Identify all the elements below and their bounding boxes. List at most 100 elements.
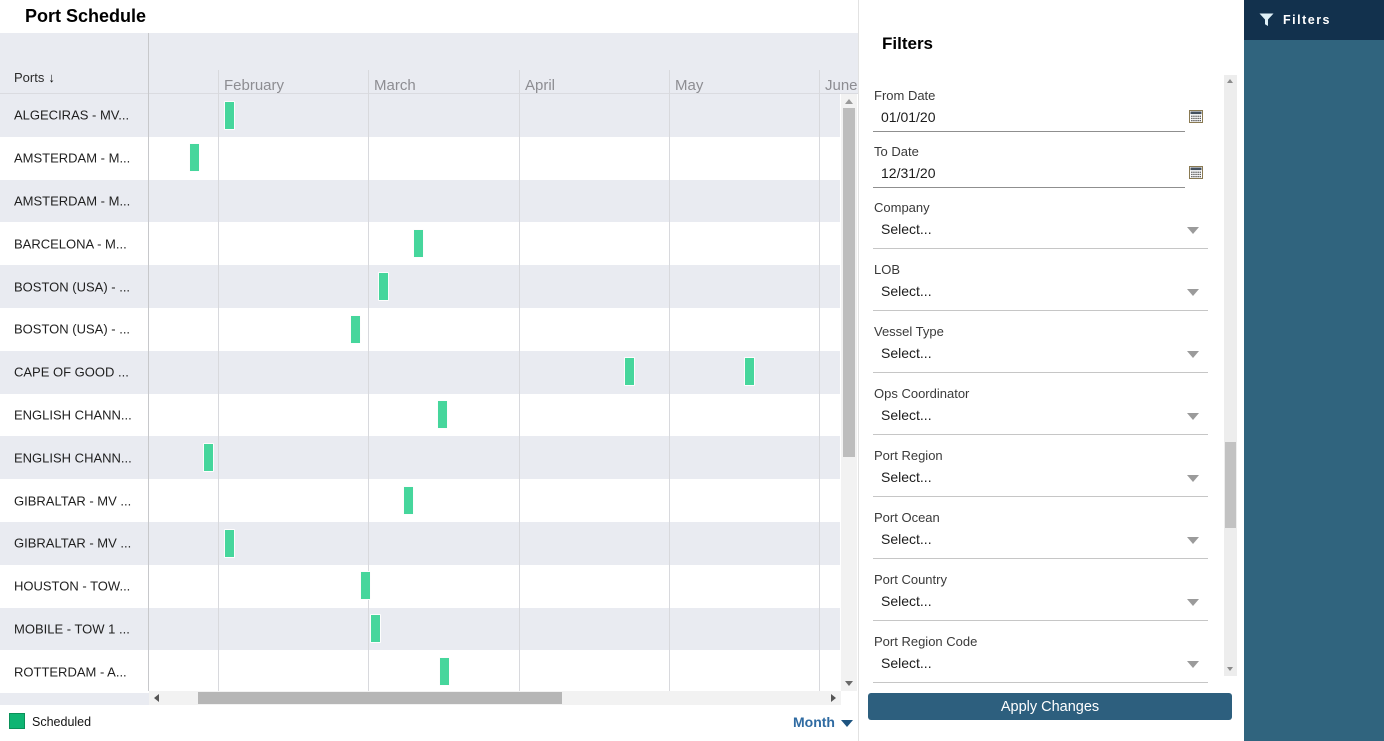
port-label: CAPE OF GOOD ... bbox=[14, 365, 129, 380]
filter-funnel-icon bbox=[1259, 13, 1274, 32]
select-input[interactable]: Select... bbox=[881, 221, 932, 237]
field-underline bbox=[873, 372, 1208, 373]
select-input[interactable]: Select... bbox=[881, 531, 932, 547]
select-input[interactable]: Select... bbox=[881, 283, 932, 299]
table-row: ALGECIRAS - MV... bbox=[0, 94, 840, 137]
chevron-down-icon[interactable] bbox=[1187, 537, 1199, 544]
scheduled-bar[interactable] bbox=[203, 443, 214, 472]
filters-panel: Filters From Date01/01/20 To Date 12/31/20… bbox=[859, 0, 1244, 741]
scroll-down-arrow-icon[interactable] bbox=[841, 676, 857, 691]
select-input[interactable]: Select... bbox=[881, 593, 932, 609]
scroll-up-arrow-icon[interactable] bbox=[841, 94, 857, 109]
table-row: BOSTON (USA) - ... bbox=[0, 265, 840, 308]
chart-vertical-scrollbar[interactable] bbox=[841, 94, 857, 691]
chevron-down-icon[interactable] bbox=[1187, 413, 1199, 420]
scroll-right-arrow-icon[interactable] bbox=[825, 691, 841, 705]
field-underline bbox=[873, 620, 1208, 621]
scheduled-bar[interactable] bbox=[224, 529, 235, 558]
filters-heading: Filters bbox=[882, 34, 933, 54]
port-label: GIBRALTAR - MV ... bbox=[14, 493, 131, 508]
table-row: ROTTERDAM - A... bbox=[0, 650, 840, 693]
scroll-down-arrow-icon[interactable] bbox=[1224, 663, 1237, 676]
scheduled-bar[interactable] bbox=[744, 357, 755, 386]
field-underline bbox=[873, 558, 1208, 559]
date-input[interactable]: 12/31/20 bbox=[881, 165, 936, 181]
select-input[interactable]: Select... bbox=[881, 407, 932, 423]
table-row: ENGLISH CHANN... bbox=[0, 394, 840, 437]
scheduled-bar[interactable] bbox=[189, 143, 200, 172]
filter-field: Ops Coordinator Select... bbox=[859, 386, 1224, 438]
port-label: ALGECIRAS - MV... bbox=[14, 108, 129, 123]
scheduled-bar[interactable] bbox=[439, 657, 450, 686]
select-input[interactable]: Select... bbox=[881, 655, 932, 671]
page-title: Port Schedule bbox=[25, 6, 146, 27]
table-row: CAPE OF GOOD ... bbox=[0, 351, 840, 394]
sort-descending-icon: ↓ bbox=[48, 70, 55, 85]
filter-field: Port OceanSelect... bbox=[859, 510, 1224, 562]
port-schedule-app: Port Schedule Ports↓ ALGECIRAS - MV... AM… bbox=[0, 0, 1384, 741]
right-sidebar: Filters bbox=[1244, 0, 1384, 741]
date-input[interactable]: 01/01/20 bbox=[881, 109, 936, 125]
scheduled-bar[interactable] bbox=[413, 229, 424, 258]
scroll-up-arrow-icon[interactable] bbox=[1224, 75, 1237, 88]
scroll-left-arrow-icon[interactable] bbox=[149, 691, 165, 705]
field-underline bbox=[873, 496, 1208, 497]
field-underline bbox=[873, 187, 1185, 188]
table-row: GIBRALTAR - MV ... bbox=[0, 479, 840, 522]
select-input[interactable]: Select... bbox=[881, 469, 932, 485]
field-underline bbox=[873, 434, 1208, 435]
scheduled-bar[interactable] bbox=[437, 400, 448, 429]
vertical-scroll-thumb[interactable] bbox=[843, 108, 855, 457]
filter-field: From Date01/01/20 bbox=[859, 88, 1224, 140]
scheduled-bar[interactable] bbox=[378, 272, 389, 301]
chevron-down-icon[interactable] bbox=[1187, 351, 1199, 358]
chevron-down-icon[interactable] bbox=[1187, 289, 1199, 296]
chevron-down-icon[interactable] bbox=[1187, 227, 1199, 234]
gantt-rows: ALGECIRAS - MV... AMSTERDAM - M... AMSTERD… bbox=[0, 94, 840, 705]
scheduled-bar[interactable] bbox=[403, 486, 414, 515]
scheduled-bar[interactable] bbox=[350, 315, 361, 344]
chevron-down-icon[interactable] bbox=[1187, 475, 1199, 482]
horizontal-scroll-thumb[interactable] bbox=[198, 692, 562, 704]
chevron-down-icon[interactable] bbox=[1187, 599, 1199, 606]
scheduled-bar[interactable] bbox=[224, 101, 235, 130]
table-row: AMSTERDAM - M... bbox=[0, 180, 840, 223]
port-label: MOBILE - TOW 1 ... bbox=[14, 621, 130, 636]
table-row: MOBILE - TOW 1 ... bbox=[0, 608, 840, 651]
schedule-chart-panel: Port Schedule Ports↓ ALGECIRAS - MV... AM… bbox=[0, 0, 858, 741]
field-label: To Date bbox=[874, 144, 919, 159]
port-label: ENGLISH CHANN... bbox=[14, 450, 132, 465]
legend-scheduled-swatch bbox=[9, 713, 25, 729]
interval-dropdown[interactable]: Month bbox=[793, 714, 853, 730]
field-label: Port Region Code bbox=[874, 634, 977, 649]
port-label: ENGLISH CHANN... bbox=[14, 407, 132, 422]
filter-field: Port RegionSelect... bbox=[859, 448, 1224, 500]
filters-scroll-thumb[interactable] bbox=[1225, 442, 1236, 528]
calendar-icon[interactable] bbox=[1189, 110, 1203, 123]
port-label: BOSTON (USA) - ... bbox=[14, 322, 130, 337]
chevron-down-icon[interactable] bbox=[1187, 661, 1199, 668]
scheduled-bar[interactable] bbox=[360, 571, 371, 600]
field-label: Port Country bbox=[874, 572, 947, 587]
filter-field: Port Region Code Select... bbox=[859, 634, 1224, 686]
table-row: BOSTON (USA) - ... bbox=[0, 308, 840, 351]
table-row: AMSTERDAM - M... bbox=[0, 137, 840, 180]
timeline-header-band bbox=[0, 33, 858, 94]
field-underline bbox=[873, 682, 1208, 683]
scheduled-bar[interactable] bbox=[370, 614, 381, 643]
select-input[interactable]: Select... bbox=[881, 345, 932, 361]
ports-column-header[interactable]: Ports↓ bbox=[14, 70, 55, 85]
field-label: Ops Coordinator bbox=[874, 386, 969, 401]
port-label: ROTTERDAM - A... bbox=[14, 664, 127, 679]
chart-horizontal-scrollbar[interactable] bbox=[149, 691, 841, 705]
filters-tab[interactable]: Filters bbox=[1244, 0, 1384, 40]
field-underline bbox=[873, 310, 1208, 311]
filters-scrollbar[interactable] bbox=[1224, 75, 1237, 676]
filter-field: Port Country Select... bbox=[859, 572, 1224, 624]
scheduled-bar[interactable] bbox=[624, 357, 635, 386]
filters-tab-label: Filters bbox=[1283, 13, 1331, 27]
calendar-icon[interactable] bbox=[1189, 166, 1203, 179]
field-label: Company bbox=[874, 200, 930, 215]
port-label: AMSTERDAM - M... bbox=[14, 151, 130, 166]
apply-changes-button[interactable]: Apply Changes bbox=[868, 693, 1232, 720]
